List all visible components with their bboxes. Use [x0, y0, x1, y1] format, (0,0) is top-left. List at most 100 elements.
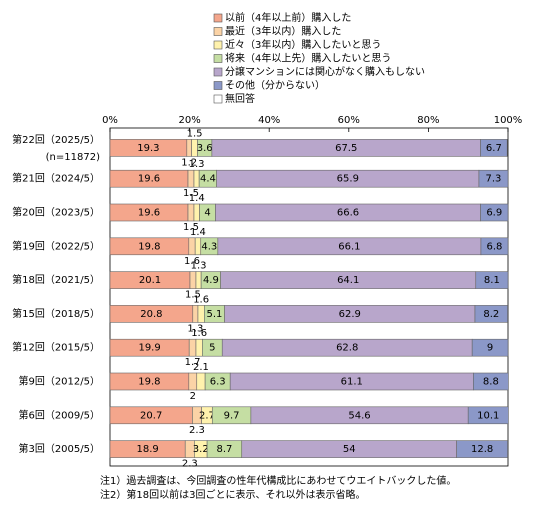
- data-label: 19.6: [138, 174, 160, 185]
- category-label: 第21回（2024/5）: [12, 172, 100, 185]
- legend-swatch: [213, 81, 223, 90]
- data-label: 1.4: [190, 227, 206, 238]
- data-label: 2.3: [189, 425, 205, 436]
- x-tick-label: 0%: [102, 115, 118, 126]
- x-tick-label: 100%: [494, 115, 523, 126]
- data-label: 19.3: [137, 143, 159, 154]
- bar-segment: [193, 203, 200, 222]
- data-label: 8.1: [484, 275, 500, 286]
- category-label: 第18回（2021/5）: [12, 273, 100, 286]
- sample-size: (n=11872): [46, 152, 100, 163]
- bar-segment: [188, 338, 197, 357]
- data-label: 18.9: [136, 444, 158, 455]
- data-label: 1.4: [189, 193, 205, 204]
- data-label: 62.9: [339, 309, 361, 320]
- data-label: 4.9: [203, 275, 219, 286]
- category-label: 第20回（2023/5）: [12, 206, 100, 219]
- data-label: 61.1: [341, 377, 363, 388]
- bar-segment: [475, 271, 509, 289]
- data-label: 3.2: [193, 444, 209, 455]
- bar-segment: [480, 203, 509, 222]
- bar-segment: [480, 139, 508, 157]
- data-label: 5: [209, 343, 215, 354]
- legend-swatch: [213, 40, 223, 50]
- bar-segment: [192, 305, 199, 323]
- data-label: 3.6: [197, 143, 213, 154]
- legend-label: 最近（3年以内）購入した: [225, 25, 341, 38]
- category-label: 第6回（2009/5）: [18, 408, 100, 421]
- bar-segment: [188, 372, 198, 391]
- data-label: 19.8: [138, 377, 160, 388]
- data-label: 64.1: [337, 275, 359, 286]
- category-label: 第15回（2018/5）: [12, 307, 100, 320]
- x-tick-label: 20%: [178, 115, 200, 126]
- bar-segment: [471, 338, 509, 357]
- data-label: 2.7: [199, 410, 215, 421]
- legend-swatch: [213, 54, 223, 63]
- data-label: 9: [487, 343, 493, 354]
- data-label: 54: [343, 444, 356, 455]
- data-label: 4.3: [201, 241, 217, 252]
- bar-segment: [186, 139, 192, 157]
- bar-segment: [193, 169, 200, 188]
- category-label: 第3回（2005/5）: [18, 442, 100, 455]
- bar-segment: [467, 406, 509, 425]
- category-label: 第12回（2015/5）: [12, 341, 100, 354]
- bar-segment: [474, 305, 508, 323]
- data-label: 1.2: [181, 157, 197, 168]
- data-label: 65.9: [337, 174, 359, 185]
- data-label: 8.2: [483, 309, 499, 320]
- legend-label: 無回答: [225, 92, 255, 105]
- bar-segment: [480, 237, 509, 256]
- data-label: 4: [204, 208, 210, 219]
- bar-segment: [189, 271, 197, 289]
- data-label: 62.8: [336, 343, 358, 354]
- data-label: 1.5: [183, 222, 199, 233]
- bar-segment: [188, 237, 196, 256]
- data-label: 19.8: [138, 241, 160, 252]
- category-label: 第22回（2025/5）: [12, 133, 100, 146]
- data-label: 20.1: [139, 275, 161, 286]
- legend-swatch: [213, 94, 223, 104]
- legend-swatch: [213, 13, 223, 23]
- data-label: 12.8: [471, 444, 493, 455]
- bar-segment: [194, 237, 202, 256]
- data-label: 4.4: [200, 174, 216, 185]
- legend-label: 分譲マンションには関心がなく購入もしない: [225, 65, 425, 78]
- data-label: 9.7: [224, 410, 240, 421]
- data-label: 6.8: [487, 241, 503, 252]
- data-label: 1.7: [185, 357, 201, 368]
- legend-label: 近々（3年以内）購入したいと思う: [225, 38, 381, 51]
- legend-swatch: [213, 67, 223, 77]
- data-label: 19.6: [138, 208, 160, 219]
- data-label: 1.5: [185, 290, 201, 301]
- note: 注1）過去調査は、今回調査の性年代構成比にあわせてウエイトバックした値。: [100, 474, 456, 487]
- bar-segment: [456, 440, 508, 458]
- legend-label: その他（分からない）: [225, 79, 325, 92]
- legend-label: 将来（4年以上先）購入したいと思う: [225, 52, 391, 65]
- note: 注2）第18回以前は3回ごとに表示、それ以外は表示省略。: [100, 488, 365, 501]
- plot-frame: [109, 127, 509, 467]
- data-label: 7.3: [486, 174, 502, 185]
- data-label: 54.6: [348, 410, 370, 421]
- bar-segment: [478, 169, 509, 188]
- data-label: 1.5: [183, 188, 199, 199]
- bar-segment: [473, 372, 509, 391]
- data-label: 1.5: [187, 128, 203, 139]
- data-label: 8.7: [216, 444, 232, 455]
- data-label: 1.3: [191, 261, 207, 272]
- data-label: 1.6: [193, 294, 209, 305]
- data-label: 1.6: [191, 328, 207, 339]
- data-label: 20.7: [140, 410, 162, 421]
- x-tick-label: 60%: [338, 115, 360, 126]
- data-label: 20.8: [140, 309, 162, 320]
- bar-segment: [187, 169, 195, 188]
- bar-segment: [196, 372, 206, 391]
- bar-segment: [195, 271, 202, 289]
- data-label: 19.9: [138, 343, 160, 354]
- data-label: 8.8: [483, 377, 499, 388]
- data-label: 6.7: [486, 143, 502, 154]
- data-label: 6.3: [210, 377, 226, 388]
- x-tick-label: 40%: [258, 115, 280, 126]
- data-label: 5.1: [207, 309, 223, 320]
